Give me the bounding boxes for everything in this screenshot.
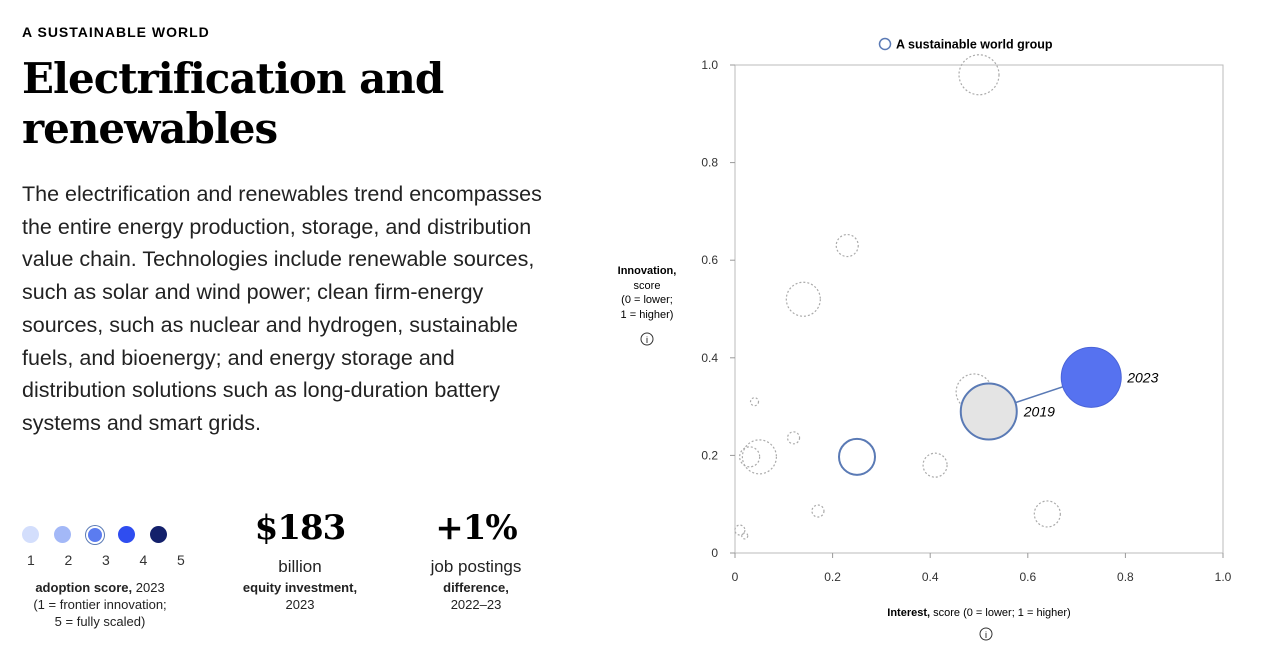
investment-value: $183 — [254, 508, 347, 548]
label-2019: 2019 — [1023, 403, 1055, 419]
investment-year: 2023 — [285, 597, 315, 612]
jobs-unit: job postings — [430, 557, 522, 576]
plot-frame — [734, 64, 1224, 554]
adoption-dot — [118, 526, 135, 543]
y-info-icon[interactable]: i — [640, 332, 654, 346]
level-label: 2 — [64, 552, 73, 568]
x-tick-label: 0.2 — [824, 570, 841, 584]
adoption-dot — [150, 526, 167, 543]
jobs-label: difference, — [443, 580, 509, 595]
group-bubble[interactable] — [811, 504, 825, 518]
investment-unit: billion — [278, 557, 322, 576]
x-tick-label: 1.0 — [1215, 570, 1232, 584]
group-bubble[interactable] — [835, 233, 859, 258]
level-label: 1 — [27, 552, 35, 568]
adoption-dot — [22, 526, 39, 543]
y-tick-label: 0.8 — [701, 156, 718, 170]
y-tick-label: 0 — [711, 546, 718, 560]
adoption-label: adoption score, — [35, 580, 133, 595]
legend-label: A sustainable world group — [896, 38, 1053, 52]
group-bubble[interactable] — [922, 452, 948, 478]
y-axis-label: 1 = higher) — [621, 309, 674, 321]
x-tick-label: 0.6 — [1019, 570, 1036, 584]
adoption-note: (1 = frontier innovation; — [33, 597, 167, 612]
group-bubble[interactable] — [734, 524, 746, 536]
level-label: 4 — [139, 552, 148, 568]
adoption-year: 2023 — [135, 580, 165, 595]
y-tick-label: 1.0 — [701, 58, 718, 72]
level-label: 3 — [102, 552, 110, 568]
x-axis-label: Interest, score (0 = lower; 1 = higher) — [887, 607, 1070, 619]
bubble-2019[interactable] — [959, 382, 1018, 441]
x-tick-label: 0.8 — [1117, 570, 1134, 584]
group-bubble[interactable] — [785, 281, 821, 317]
group-bubble[interactable] — [958, 54, 1000, 96]
svg-text:i: i — [985, 630, 987, 640]
group-bubble[interactable] — [741, 439, 778, 475]
level-label: 5 — [177, 552, 185, 568]
eyebrow: A SUSTAINABLE WORLD — [22, 24, 210, 40]
adoption-caption: adoption score, 2023 (1 = frontier innov… — [10, 579, 190, 630]
y-tick-label: 0.4 — [701, 351, 718, 365]
y-tick-label: 0.2 — [701, 448, 718, 462]
investment-label: equity investment, — [242, 580, 358, 595]
group-bubble[interactable] — [786, 431, 801, 445]
adoption-dot — [54, 526, 71, 543]
y-axis-label: Innovation, — [618, 265, 677, 277]
svg-text:i: i — [646, 335, 648, 345]
adoption-dot — [87, 527, 102, 542]
y-axis-label: score — [634, 280, 661, 292]
y-axis-label: (0 = lower; — [621, 294, 673, 306]
description: The electrification and renewables trend… — [22, 182, 542, 435]
label-2023: 2023 — [1126, 369, 1158, 385]
jobs-caption: difference, 2022–23 — [396, 579, 556, 613]
jobs-year: 2022–23 — [450, 597, 502, 612]
group-bubble[interactable] — [739, 446, 761, 468]
legend-marker — [878, 37, 892, 51]
x-tick-label: 0 — [732, 570, 739, 584]
adoption-scale-labels: 1 2 3 4 5 — [22, 552, 210, 568]
bubble-2023[interactable] — [1060, 346, 1122, 408]
highlight-bubble[interactable] — [838, 437, 876, 476]
adoption-note: 5 = fully scaled) — [54, 614, 146, 629]
page-title: Electrification and renewables — [22, 54, 444, 153]
group-bubble[interactable] — [749, 397, 760, 407]
group-bubble[interactable] — [741, 532, 749, 540]
investment-caption: equity investment, 2023 — [220, 579, 380, 613]
jobs-value: +1% — [435, 508, 517, 548]
adoption-scale — [22, 526, 167, 543]
x-info-icon[interactable]: i — [979, 627, 993, 641]
group-bubble[interactable] — [1033, 500, 1061, 528]
x-tick-label: 0.4 — [922, 570, 939, 584]
y-tick-label: 0.6 — [701, 253, 718, 267]
